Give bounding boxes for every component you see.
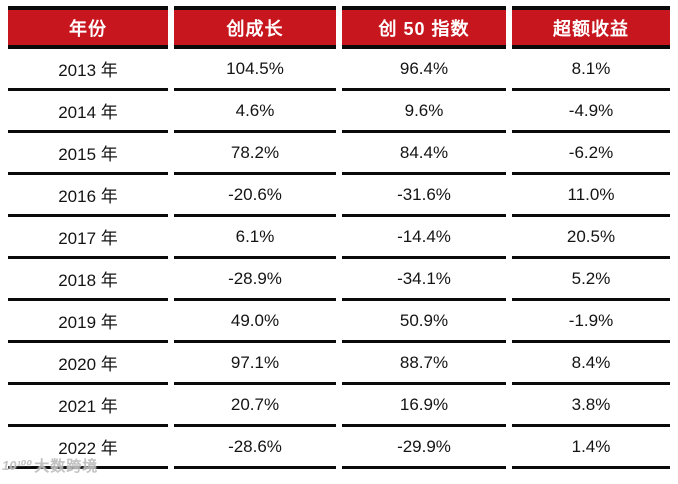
value-cell: 88.7% — [342, 343, 506, 385]
value-cell: -20.6% — [174, 175, 336, 217]
value-cell: -6.2% — [512, 133, 670, 175]
value-cell: 6.1% — [174, 217, 336, 259]
year-cell: 2019 年 — [8, 301, 168, 343]
value-cell: -29.9% — [342, 427, 506, 469]
value-cell: -28.6% — [174, 427, 336, 469]
header-cell-excess-return: 超额收益 — [512, 6, 670, 49]
value-cell: 20.5% — [512, 217, 670, 259]
value-cell: 20.7% — [174, 385, 336, 427]
value-cell: -1.9% — [512, 301, 670, 343]
year-cell: 2016 年 — [8, 175, 168, 217]
year-cell: 2022 年 — [8, 427, 168, 469]
value-cell: 8.1% — [512, 49, 670, 91]
value-cell: 1.4% — [512, 427, 670, 469]
value-cell: 8.4% — [512, 343, 670, 385]
table-row: 2016 年 -20.6% -31.6% 11.0% — [8, 175, 670, 217]
value-cell: 9.6% — [342, 91, 506, 133]
table-row: 2022 年 -28.6% -29.9% 1.4% — [8, 427, 670, 469]
table-row: 2017 年 6.1% -14.4% 20.5% — [8, 217, 670, 259]
year-cell: 2021 年 — [8, 385, 168, 427]
value-cell: 104.5% — [174, 49, 336, 91]
year-cell: 2013 年 — [8, 49, 168, 91]
value-cell: 3.8% — [512, 385, 670, 427]
table-row: 2015 年 78.2% 84.4% -6.2% — [8, 133, 670, 175]
table-row: 2014 年 4.6% 9.6% -4.9% — [8, 91, 670, 133]
table-header-row: 年份 创成长 创 50 指数 超额收益 — [8, 6, 670, 49]
value-cell: 5.2% — [512, 259, 670, 301]
year-cell: 2015 年 — [8, 133, 168, 175]
value-cell: -28.9% — [174, 259, 336, 301]
table-row: 2021 年 20.7% 16.9% 3.8% — [8, 385, 670, 427]
table-row: 2013 年 104.5% 96.4% 8.1% — [8, 49, 670, 91]
value-cell: -34.1% — [342, 259, 506, 301]
header-cell-year: 年份 — [8, 6, 168, 49]
value-cell: 96.4% — [342, 49, 506, 91]
table-row: 2019 年 49.0% 50.9% -1.9% — [8, 301, 670, 343]
value-cell: 50.9% — [342, 301, 506, 343]
value-cell: -4.9% — [512, 91, 670, 133]
value-cell: 97.1% — [174, 343, 336, 385]
value-cell: 4.6% — [174, 91, 336, 133]
table-row: 2018 年 -28.9% -34.1% 5.2% — [8, 259, 670, 301]
table-body: 2013 年 104.5% 96.4% 8.1% 2014 年 4.6% 9.6… — [8, 49, 670, 469]
value-cell: -14.4% — [342, 217, 506, 259]
year-cell: 2018 年 — [8, 259, 168, 301]
table-row: 2020 年 97.1% 88.7% 8.4% — [8, 343, 670, 385]
header-cell-chuang50-index: 创 50 指数 — [342, 6, 506, 49]
value-cell: -31.6% — [342, 175, 506, 217]
performance-table: 年份 创成长 创 50 指数 超额收益 2013 年 104.5% 96.4% … — [8, 6, 670, 469]
year-cell: 2017 年 — [8, 217, 168, 259]
year-cell: 2020 年 — [8, 343, 168, 385]
value-cell: 16.9% — [342, 385, 506, 427]
value-cell: 11.0% — [512, 175, 670, 217]
value-cell: 49.0% — [174, 301, 336, 343]
header-cell-chuangchengzhang: 创成长 — [174, 6, 336, 49]
value-cell: 78.2% — [174, 133, 336, 175]
year-cell: 2014 年 — [8, 91, 168, 133]
value-cell: 84.4% — [342, 133, 506, 175]
